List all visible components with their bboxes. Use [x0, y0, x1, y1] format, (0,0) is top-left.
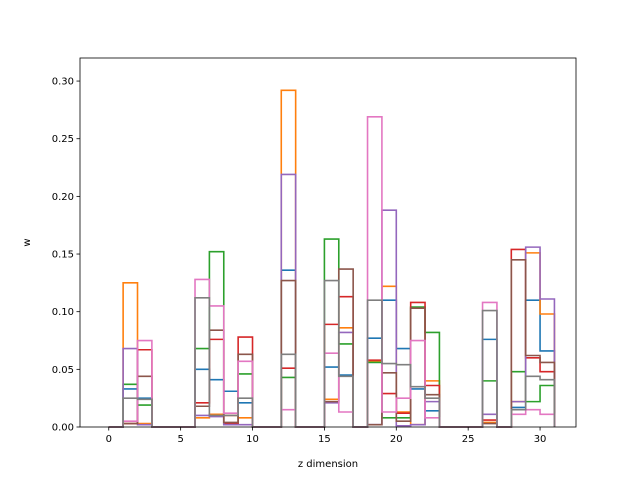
x-tick-label: 30	[534, 434, 547, 445]
x-tick-label: 15	[318, 434, 331, 445]
y-tick-label: 0.15	[52, 250, 74, 261]
y-axis: 0.00 0.05 0.10 0.15 0.20 0.25 0.30	[52, 77, 80, 434]
y-tick-label: 0.20	[52, 192, 74, 203]
y-tick-label: 0.00	[52, 423, 74, 434]
x-axis: 0 5 10 15 20 25 30	[106, 427, 547, 445]
axes-frame	[79, 57, 577, 428]
x-tick-label: 0	[106, 434, 112, 445]
x-tick-label: 25	[462, 434, 475, 445]
y-tick-label: 0.25	[52, 134, 74, 145]
y-tick-label: 0.05	[52, 365, 74, 376]
series-group	[108, 89, 556, 428]
x-tick-label: 10	[246, 434, 259, 445]
x-tick-label: 20	[390, 434, 403, 445]
series-step-7	[108, 279, 556, 428]
x-axis-label: z dimension	[298, 459, 358, 470]
y-axis-label: w	[22, 238, 33, 246]
y-tick-label: 0.30	[52, 77, 74, 88]
x-tick-label: 5	[177, 434, 183, 445]
y-tick-label: 0.10	[52, 307, 74, 318]
